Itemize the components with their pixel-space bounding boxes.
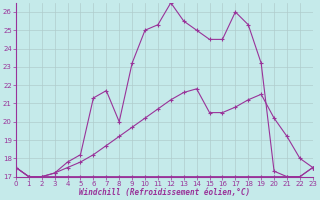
X-axis label: Windchill (Refroidissement éolien,°C): Windchill (Refroidissement éolien,°C) [79,188,250,197]
